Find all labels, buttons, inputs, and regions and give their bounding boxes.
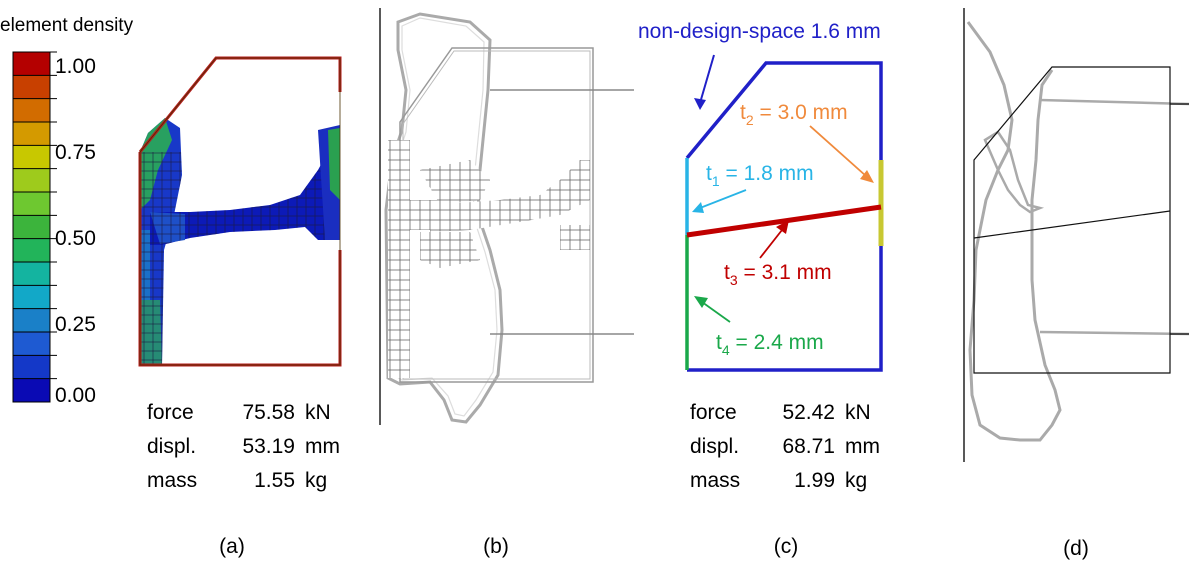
colorbar-tick-label: 1.00 xyxy=(55,55,96,78)
t3-segment xyxy=(686,204,882,238)
colorbar-segment xyxy=(13,238,50,263)
colorbar-tick-label: 0.50 xyxy=(55,227,96,250)
t1-label: t1 = 1.8 mm xyxy=(706,162,814,189)
result-label: displ. xyxy=(147,435,196,458)
result-unit: mm xyxy=(845,435,880,458)
density-mesh xyxy=(138,56,342,367)
result-unit: mm xyxy=(305,435,340,458)
colorbar-segment xyxy=(13,98,50,123)
colorbar-tick-label: 0.00 xyxy=(55,384,96,407)
panel-a: element density 1.00 0.75 0.50 0.25 0.00 xyxy=(0,15,342,558)
colorbar-segment xyxy=(13,378,50,403)
result-value: 1.99 xyxy=(794,469,835,492)
panel-b: (b) xyxy=(379,8,634,558)
colorbar-segment xyxy=(13,145,50,169)
arrow-head xyxy=(694,98,706,110)
deformed-outline xyxy=(966,21,1062,442)
result-label: mass xyxy=(147,469,197,492)
result-unit: kN xyxy=(305,401,331,424)
result-value: 52.42 xyxy=(782,401,835,424)
non-design-space-label: non-design-space 1.6 mm xyxy=(638,20,881,43)
result-value: 1.55 xyxy=(254,469,295,492)
colorbar-tick-label: 0.75 xyxy=(55,141,96,164)
colorbar-segment xyxy=(13,75,50,99)
result-unit: kN xyxy=(845,401,871,424)
arrow-head xyxy=(692,202,704,213)
result-label: mass xyxy=(690,469,740,492)
colorbar-title: element density xyxy=(0,15,134,36)
arrow-head xyxy=(776,220,789,234)
panel-c: non-design-space 1.6 mm t2 = 3.0 mm t1 =… xyxy=(638,20,884,558)
result-value: 75.58 xyxy=(242,401,295,424)
result-value: 53.19 xyxy=(242,435,295,458)
colorbar-tick-labels: 1.00 0.75 0.50 0.25 0.00 xyxy=(55,55,96,407)
result-label: force xyxy=(690,401,737,424)
colorbar-segment xyxy=(13,168,50,193)
colorbar-segment xyxy=(13,122,50,146)
caption-a: (a) xyxy=(219,535,245,558)
t4-label: t4 = 2.4 mm xyxy=(716,331,824,358)
result-label: displ. xyxy=(690,435,739,458)
non-design-outline-bottom xyxy=(687,246,883,372)
shell-layout xyxy=(973,66,1171,374)
caption-c: (c) xyxy=(774,535,799,558)
result-value: 68.71 xyxy=(782,435,835,458)
result-label: force xyxy=(147,401,194,424)
caption-d: (d) xyxy=(1063,537,1089,560)
result-unit: kg xyxy=(305,469,327,492)
panel-d: (d) xyxy=(963,8,1189,560)
colorbar-segment xyxy=(13,262,50,286)
colorbar-segment xyxy=(13,332,50,356)
mesh-remnant xyxy=(388,140,590,378)
colorbar-segment xyxy=(13,355,50,379)
caption-b: (b) xyxy=(483,535,509,558)
colorbar-segment xyxy=(13,285,50,309)
t2-label: t2 = 3.0 mm xyxy=(740,101,848,128)
result-unit: kg xyxy=(845,469,867,492)
arrow-head xyxy=(860,170,874,183)
colorbar-tick-label: 0.25 xyxy=(55,313,96,336)
colorbar-segment xyxy=(13,215,50,239)
results-table-a: force 75.58 kN displ. 53.19 mm mass 1.55… xyxy=(147,401,340,492)
colorbar-segment xyxy=(13,52,50,76)
density-colorbar xyxy=(12,51,57,403)
non-design-outline xyxy=(685,61,883,160)
colorbar-segment xyxy=(13,308,50,333)
colorbar-segment xyxy=(13,192,50,216)
t3-label: t3 = 3.1 mm xyxy=(724,261,832,288)
arrow-head xyxy=(694,296,708,308)
results-table-c: force 52.42 kN displ. 68.71 mm mass 1.99… xyxy=(690,401,880,492)
colorbar-frame xyxy=(12,51,51,403)
